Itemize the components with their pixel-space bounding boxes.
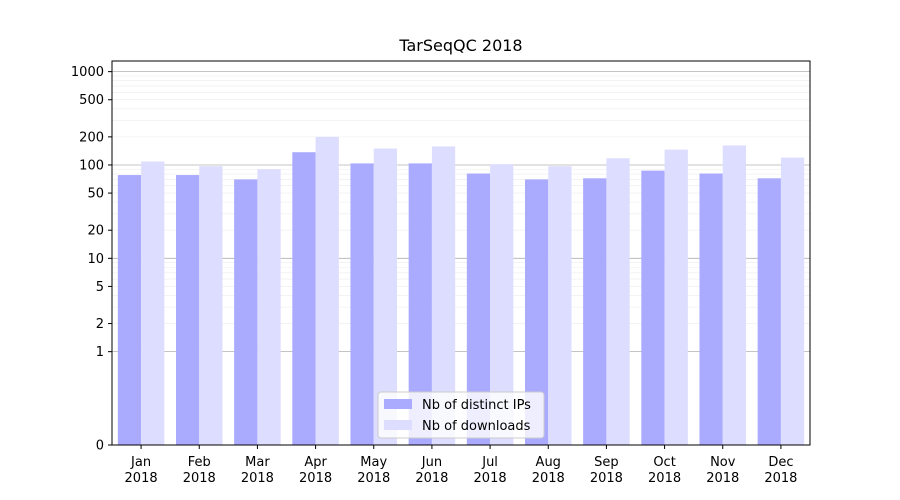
y-tick-label: 0 — [96, 439, 104, 454]
bar-distinct-ips-6 — [466, 173, 491, 446]
bar-distinct-ips-3 — [292, 152, 316, 445]
bar-downloads-1 — [199, 166, 223, 446]
bar-downloads-5 — [431, 146, 456, 445]
x-axis: Jan 2018 Feb 2018 Mar 2018 Apr 2018 May 2018 Jun 20… — [125, 445, 797, 486]
x-tick-label: Jul 2018 — [474, 455, 507, 486]
bar-distinct-ips-8 — [583, 178, 607, 445]
y-axis: 0 1 2 5 10 20 50 100 200 500 1000 — [71, 65, 112, 454]
x-tick-label: Feb 2018 — [183, 455, 216, 486]
y-tick-label: 100 — [79, 158, 104, 173]
bar-distinct-ips-4 — [350, 163, 374, 446]
bar-downloads-4 — [373, 148, 398, 445]
legend-label: Nb of distinct IPs — [422, 398, 531, 413]
y-tick-label: 5 — [96, 280, 104, 295]
chart-title: TarSeqQC 2018 — [398, 36, 522, 55]
bar-downloads-9 — [664, 149, 688, 446]
bar-downloads-11 — [780, 157, 805, 446]
legend-label: Nb of downloads — [422, 419, 531, 434]
bar-downloads-0 — [141, 161, 165, 445]
bar-distinct-ips-10 — [699, 173, 723, 446]
x-tick-label: Dec 2018 — [764, 455, 797, 486]
bars — [117, 136, 805, 446]
bar-downloads-10 — [722, 145, 747, 445]
y-tick-label: 20 — [87, 224, 104, 239]
bar-distinct-ips-9 — [641, 170, 665, 445]
legend-swatch — [384, 399, 412, 409]
y-tick-label: 50 — [87, 187, 104, 202]
bar-downloads-2 — [257, 169, 281, 446]
y-tick-label: 500 — [79, 93, 104, 108]
y-tick-label: 10 — [87, 252, 104, 267]
bar-downloads-6 — [490, 164, 514, 445]
y-tick-label: 1000 — [71, 65, 104, 80]
x-tick-label: Sep 2018 — [590, 455, 623, 486]
bar-downloads-8 — [606, 158, 630, 445]
x-tick-label: Oct 2018 — [648, 455, 681, 486]
x-tick-label: Aug 2018 — [532, 455, 565, 486]
bar-distinct-ips-5 — [408, 163, 432, 446]
y-tick-label: 2 — [96, 317, 104, 332]
grid-lines — [112, 71, 810, 446]
legend-swatch — [384, 420, 412, 430]
plot-frame — [111, 60, 811, 446]
bar-distinct-ips-11 — [757, 178, 781, 445]
bar-distinct-ips-2 — [234, 179, 258, 445]
legend: Nb of distinct IPs Nb of downloads — [377, 391, 545, 439]
x-tick-label: Jan 2018 — [125, 455, 158, 486]
bar-distinct-ips-1 — [175, 175, 200, 445]
y-tick-label: 200 — [79, 130, 104, 145]
x-tick-label: Jun 2018 — [415, 455, 448, 486]
bar-distinct-ips-7 — [524, 179, 549, 445]
x-tick-label: May 2018 — [357, 455, 390, 486]
bar-distinct-ips-0 — [117, 175, 142, 445]
x-tick-label: Nov 2018 — [706, 455, 739, 486]
bar-downloads-3 — [315, 136, 339, 445]
x-tick-label: Apr 2018 — [299, 455, 332, 486]
x-tick-label: Mar 2018 — [241, 455, 274, 486]
bar-downloads-7 — [548, 166, 572, 446]
y-tick-label: 1 — [96, 345, 104, 360]
legend-box — [377, 391, 545, 439]
